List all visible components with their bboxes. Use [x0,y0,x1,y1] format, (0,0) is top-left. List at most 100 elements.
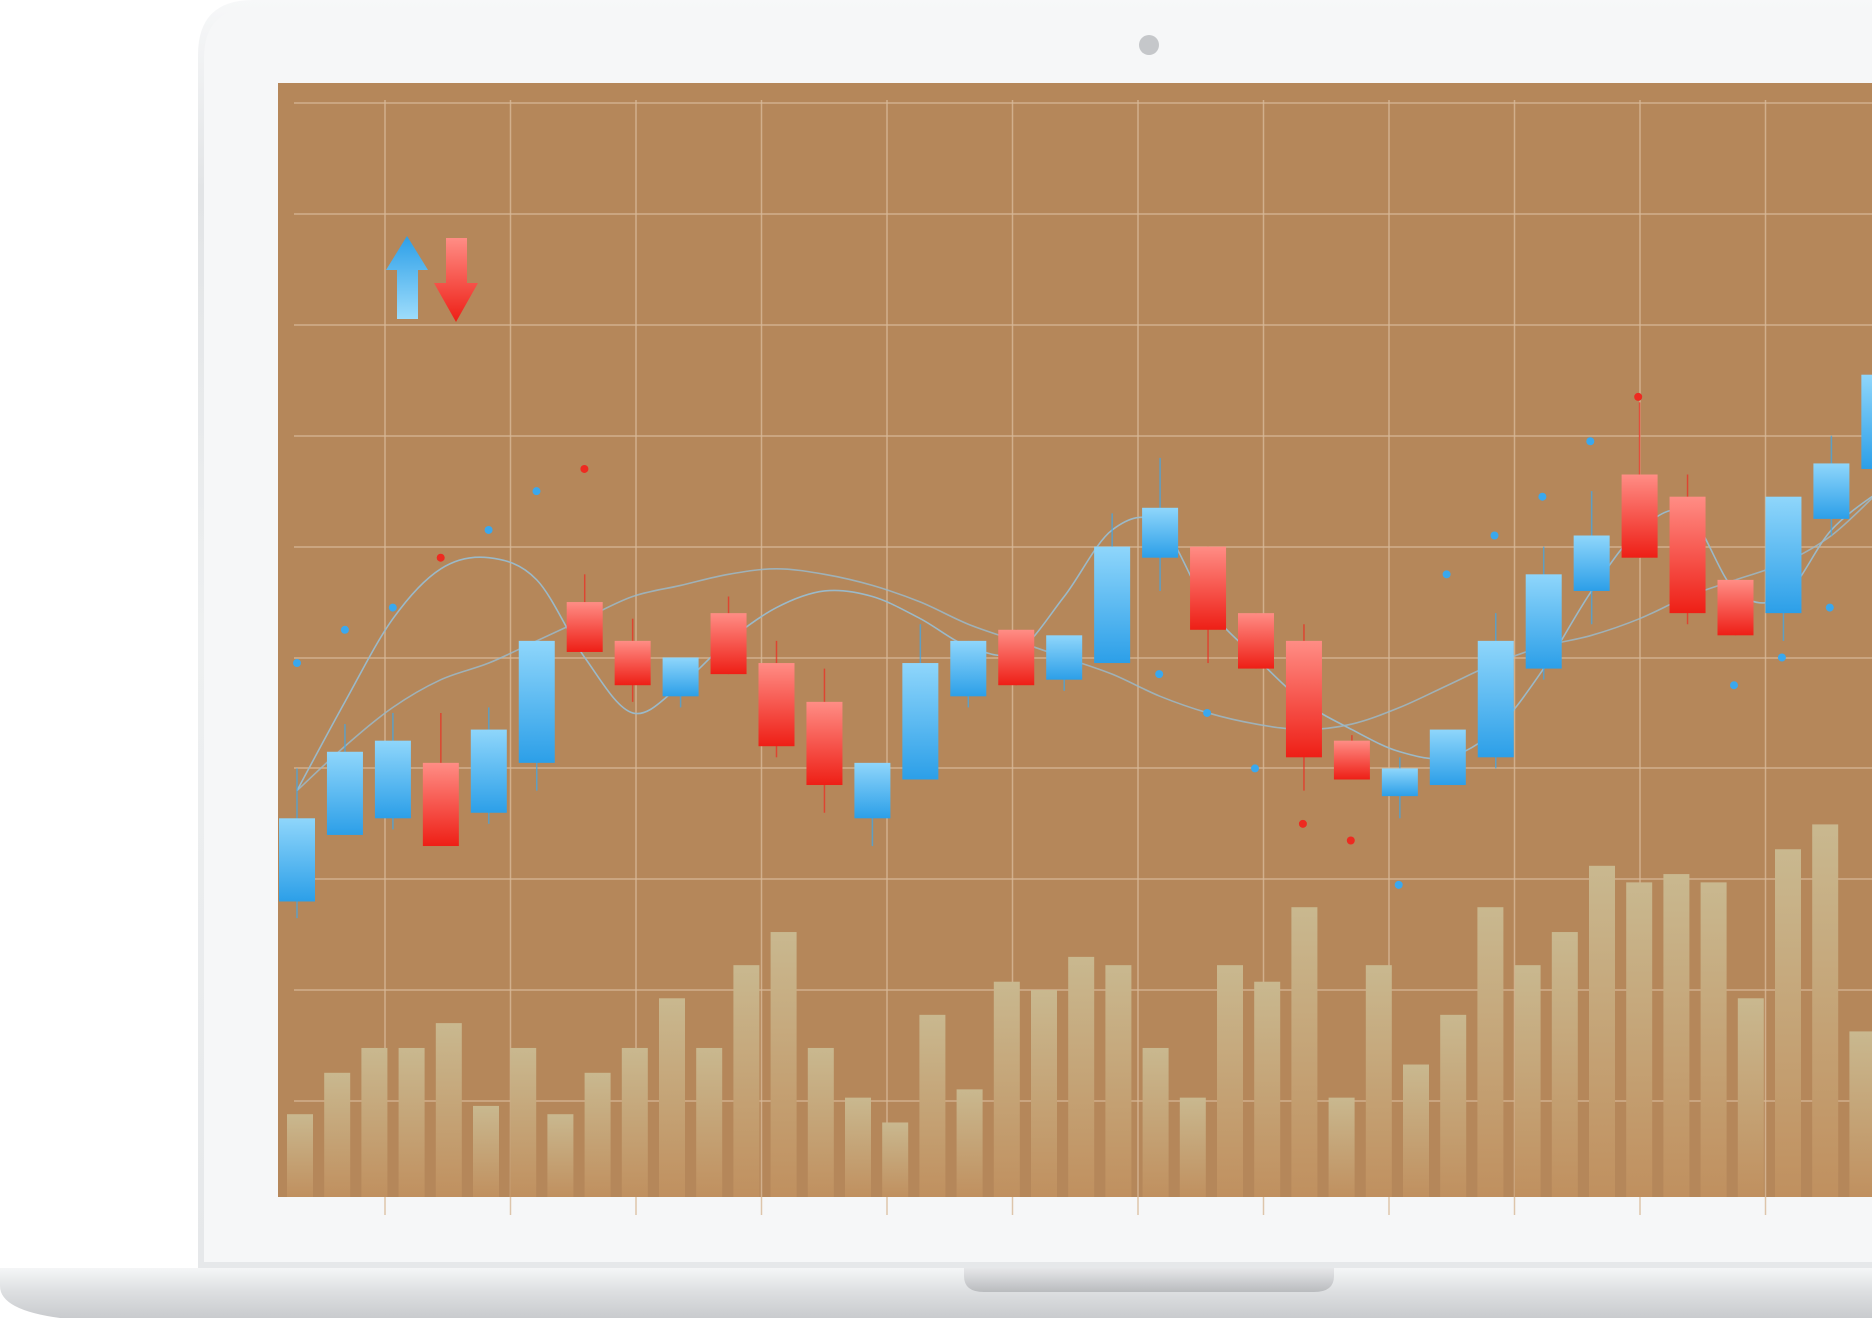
candle-bearish [1621,402,1658,558]
signal-dot-up [484,525,493,534]
signal-dot-up [532,487,541,496]
candle-bearish [422,712,459,847]
volume-bar [770,932,797,1197]
candle-body [470,729,507,813]
candle-body [1525,574,1562,669]
candle-bearish [710,596,747,675]
candle-body [998,629,1035,686]
volume-bar [919,1014,946,1197]
signal-dot-down [1634,392,1643,401]
candle-body [806,701,843,786]
signal-dot-up [388,603,397,612]
candle-body [1813,463,1850,519]
candle-bullish [374,712,411,830]
signal-dot-up [1203,708,1212,717]
signal-dot-up [1586,437,1595,446]
candle-body [1046,635,1083,680]
volume-bar [1105,965,1132,1197]
volume-bar [1068,956,1095,1197]
candle-body [1717,579,1754,636]
candle-body [1861,374,1872,469]
candle-bearish [806,668,843,813]
candle-body [1333,740,1370,780]
volume-bar [547,1114,574,1197]
signal-markers [293,392,1834,889]
volume-bar [1626,882,1653,1197]
volume-bar [1849,1031,1872,1197]
signal-dot-up [1442,570,1451,579]
candle-bearish [998,629,1035,686]
candle-bullish [854,762,891,847]
volume-bar [1477,907,1504,1197]
candle-bullish [1094,513,1131,664]
candle-bullish [1573,491,1610,625]
signal-dot-up [1155,670,1164,679]
volume-bar [1031,990,1057,1197]
volume-bar [956,1089,983,1197]
laptop-base [0,1268,1872,1318]
candle-bearish [1285,624,1322,791]
volume-bar [1775,849,1801,1197]
candle-bullish [1765,496,1802,641]
signal-dot-down [1346,836,1355,845]
signal-dot-up [1730,681,1738,690]
candle-body [854,762,891,819]
volume-bar [1179,1097,1206,1197]
candle-body [662,657,699,697]
candle-bearish [1717,579,1754,636]
volume-bar [807,1047,834,1197]
signal-dot-up [1825,603,1834,612]
candle-body [1477,640,1514,758]
candle-body [950,640,987,697]
up-arrow-icon [386,236,428,319]
candle-bullish [1381,757,1418,819]
candle-body [279,818,315,902]
candle-body [374,740,411,819]
volume-bar [1365,965,1392,1197]
volume-bar [1514,965,1541,1197]
candle-bullish [470,707,507,824]
candle-bullish [518,640,555,791]
volume-bar [1217,965,1243,1197]
candle-bearish [614,618,651,702]
volume-bar [845,1097,871,1197]
volume-bar [584,1072,611,1197]
volume-bar [733,965,760,1197]
candle-bullish [326,724,363,835]
volume-bar [1812,824,1839,1197]
candle-bullish [279,768,315,919]
candle-body [902,663,939,780]
volume-bar [473,1105,499,1197]
volume-bar [1663,874,1690,1197]
down-arrow-icon [434,238,478,322]
candle-body [566,602,603,652]
candle-body [1621,474,1658,558]
candle-body [614,640,651,686]
volume-bar [361,1047,388,1197]
candle-body [518,640,555,763]
volume-bar [1291,907,1318,1197]
candle-body [1381,768,1418,797]
volume-bar [435,1023,462,1197]
volume-bar [287,1114,313,1197]
candle-bearish [1333,735,1370,780]
candle-body [1238,613,1274,669]
candle-bullish [950,640,987,708]
candle-body [1285,640,1322,758]
signal-dot-up [340,625,349,634]
candle-bullish [902,624,939,780]
moving-average-line-1 [296,495,1872,791]
volume-bar [1403,1064,1429,1197]
candle-bearish [1238,613,1274,669]
signal-dot-up [1394,880,1403,889]
candle-body [1765,496,1802,614]
volume-bar [1328,1097,1355,1197]
signal-dot-up [1777,653,1786,662]
candle-bullish [1046,635,1083,691]
candle-body [1429,729,1466,786]
candle-bullish [1477,613,1514,769]
signal-dot-up [293,659,301,668]
signal-dot-up [1538,492,1547,501]
candle-bullish [1429,729,1466,786]
